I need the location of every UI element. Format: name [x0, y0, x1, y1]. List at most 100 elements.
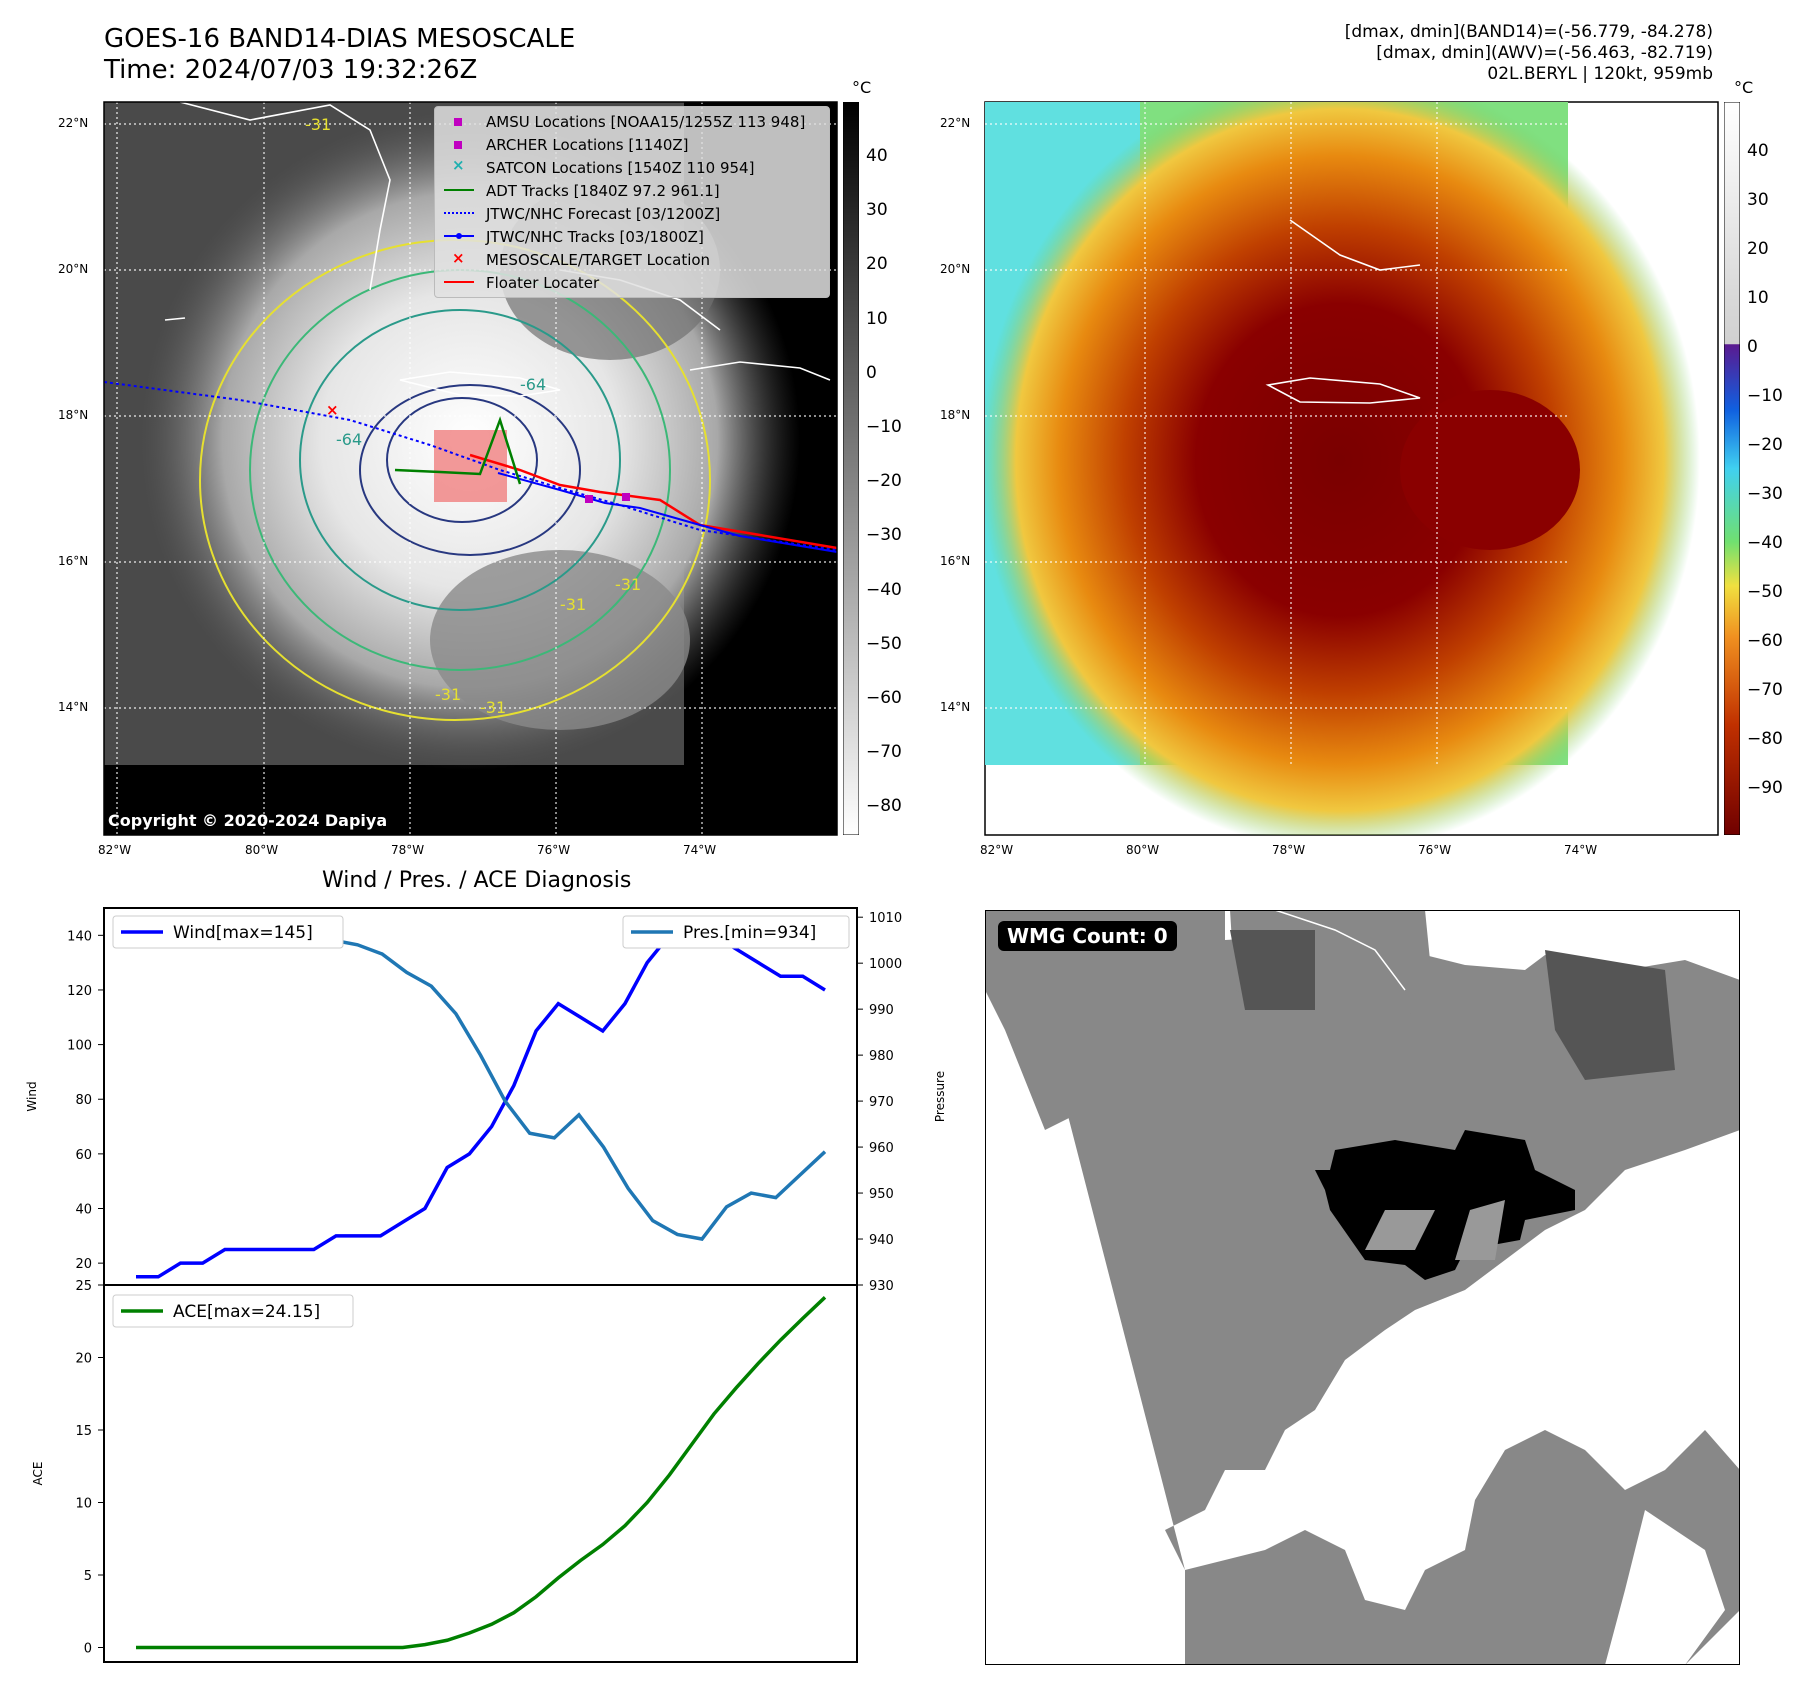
stats-header: [dmax, dmin](BAND14)=(-56.779, -84.278) … [1345, 22, 1713, 85]
lat-tick: 16°N [940, 554, 971, 568]
contour-label: -64 [336, 430, 363, 449]
color-colorbar [1724, 102, 1740, 835]
contour-label: -64 [520, 375, 547, 394]
gray-colorbar-tick: 30 [866, 200, 888, 221]
wind-legend-box [112, 915, 344, 949]
adt-track [394, 416, 522, 485]
lat-tick: 22°N [58, 116, 89, 130]
color-colorbar-tick: −70 [1747, 680, 1783, 700]
lon-tick: 76°W [537, 843, 571, 857]
lon-tick: 78°W [1272, 843, 1306, 857]
target-marker: × [326, 401, 339, 419]
wind-tick-label: 140 [67, 929, 92, 944]
lon-tick: 82°W [98, 843, 132, 857]
gray-colorbar-tick: 40 [866, 146, 888, 166]
wind-tick-label: 80 [75, 1093, 92, 1108]
copyright-text: Copyright © 2020-2024 Dapiya [108, 811, 388, 830]
pressure-legend-label: Pres.[min=934] [683, 923, 816, 943]
color-colorbar-tick: −20 [1747, 435, 1783, 455]
pressure-axis-label: Pressure [933, 1071, 947, 1122]
svg-text:×: × [452, 249, 465, 267]
gray-colorbar-tick: 0 [866, 362, 877, 383]
svg-text:×: × [452, 156, 465, 174]
archer-marker [622, 493, 630, 501]
gray-colorbar-tick: 10 [866, 308, 888, 329]
color-colorbar-tick: −60 [1747, 631, 1783, 651]
awv-map-panel [984, 101, 1719, 836]
jtwc-track [497, 472, 838, 553]
amsu-marker [585, 495, 593, 503]
legend-forecast: JTWC/NHC Forecast [03/1200Z] [486, 205, 721, 223]
wind-tick-label: 60 [75, 1148, 92, 1163]
gray-colorbar-tick: −60 [866, 688, 902, 708]
stats-band14: [dmax, dmin](BAND14)=(-56.779, -84.278) [1344, 22, 1713, 42]
lon-tick: 82°W [980, 843, 1014, 857]
gray-colorbar-tick: −10 [866, 417, 902, 437]
color-colorbar-unit: °C [1734, 78, 1754, 97]
ace-legend-label: ACE[max=24.15] [173, 1302, 320, 1322]
gray-colorbar-unit: °C [852, 78, 872, 97]
lon-tick: 78°W [391, 843, 425, 857]
legend-adt: ADT Tracks [1840Z 97.2 961.1] [486, 182, 720, 200]
stats-awv: [dmax, dmin](AWV)=(-56.463, -82.719) [1376, 43, 1713, 63]
ace-tick-label: 10 [75, 1497, 92, 1512]
wind-tick-label: 100 [67, 1039, 92, 1054]
gray-colorbar-tick: −50 [866, 633, 902, 654]
lat-tick: 16°N [58, 554, 89, 568]
diagnosis-title: Wind / Pres. / ACE Diagnosis [322, 868, 632, 893]
forecast-track [103, 381, 838, 551]
lon-tick: 74°W [1564, 843, 1598, 857]
color-colorbar-tick: −10 [1747, 386, 1783, 406]
storm-info: 02L.BERYL | 120kt, 959mb [1487, 64, 1713, 84]
lon-tick: 74°W [683, 843, 717, 857]
legend-mesoscale: MESOSCALE/TARGET Location [486, 251, 711, 269]
pressure-series-line [136, 920, 827, 1241]
color-colorbar-tick: −80 [1747, 729, 1783, 749]
ace-plot-frame [103, 1284, 858, 1663]
gray-colorbar [843, 102, 859, 835]
pressure-tick-label: 980 [869, 1049, 894, 1064]
pressure-tick-label: 970 [869, 1095, 894, 1110]
pressure-tick-label: 960 [869, 1141, 894, 1156]
ace-tick-label: 5 [84, 1569, 92, 1584]
contour-label: -31 [480, 698, 507, 717]
lat-tick: 20°N [58, 262, 89, 276]
color-colorbar-tick: −30 [1747, 484, 1783, 504]
color-colorbar-tick: 20 [1747, 239, 1769, 259]
figure-title: GOES-16 BAND14-DIAS MESOSCALE Time: 2024/… [104, 24, 575, 86]
wmg-panel [985, 910, 1740, 1665]
pressure-tick-label: 950 [869, 1187, 894, 1202]
ace-tick-label: 15 [75, 1424, 92, 1439]
color-colorbar-tick: 30 [1747, 190, 1769, 210]
lon-tick: 76°W [1418, 843, 1452, 857]
ace-tick-label: 0 [84, 1642, 92, 1657]
wind-legend-label: Wind[max=145] [173, 923, 313, 943]
gray-colorbar-tick: −40 [866, 579, 902, 600]
contour-label: -31 [615, 575, 642, 594]
wind-tick-label: 20 [75, 1257, 92, 1272]
map-legend [434, 106, 830, 298]
gray-colorbar-tick: −20 [866, 471, 902, 492]
legend-amsu: AMSU Locations [NOAA15/1255Z 113 948] [486, 113, 806, 131]
lat-tick: 18°N [940, 408, 971, 422]
ace-legend-box [112, 1294, 354, 1328]
title-line-1: GOES-16 BAND14-DIAS MESOSCALE [104, 24, 576, 54]
wind-series-line [136, 919, 826, 1279]
wind-tick-label: 40 [75, 1203, 92, 1218]
wmg-count-badge: WMG Count: 0 [998, 921, 1177, 951]
legend-jtwc-tracks: JTWC/NHC Tracks [03/1800Z] [486, 228, 704, 246]
gray-colorbar-tick: −80 [866, 796, 902, 817]
color-colorbar-tick: 0 [1747, 337, 1758, 357]
title-line-2: Time: 2024/07/03 19:32:26Z [104, 55, 478, 85]
legend-markers: × × [444, 118, 474, 283]
ace-tick-label: 20 [75, 1352, 92, 1367]
wind-axis-label: Wind [25, 1081, 39, 1111]
ace-tick-label: 25 [75, 1279, 92, 1294]
legend-floater: Floater Locater [486, 274, 600, 292]
wind-pressure-chart: 2040608010012014093094095096097098099010… [25, 907, 947, 1663]
wind-tick-label: 120 [67, 984, 92, 999]
contour-label: -31 [435, 685, 462, 704]
contour-label: -31 [305, 115, 332, 134]
ace-axis-label: ACE [31, 1462, 45, 1486]
lat-tick: 14°N [940, 700, 971, 714]
